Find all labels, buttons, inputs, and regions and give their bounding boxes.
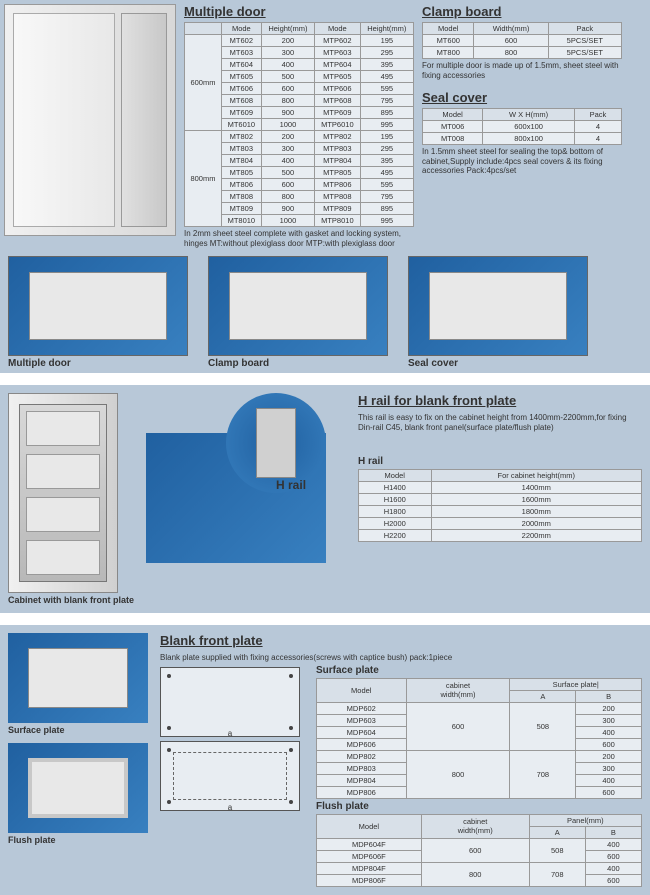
h-rail-desc: This rail is easy to fix on the cabinet … bbox=[358, 413, 642, 432]
multiple-door-table: ModeHeight(mm)ModeHeight(mm) 600mmMT6022… bbox=[184, 22, 414, 227]
multiple-door-title: Multiple door bbox=[184, 4, 414, 19]
cabinet-blank-caption: Cabinet with blank front plate bbox=[8, 595, 134, 605]
thumb-multiple-door bbox=[8, 256, 188, 356]
multiple-door-note: In 2mm sheet steel complete with gasket … bbox=[184, 229, 414, 248]
clamp-board-title: Clamp board bbox=[422, 4, 622, 19]
flush-plate-image bbox=[8, 743, 148, 833]
section-h-rail: Cabinet with blank front plate H rail H … bbox=[0, 385, 650, 613]
clamp-board-table: ModelWidth(mm)Pack MT6006005PCS/SETMT800… bbox=[422, 22, 622, 59]
seal-cover-title: Seal cover bbox=[422, 90, 622, 105]
h-rail-title: H rail for blank front plate bbox=[358, 393, 642, 408]
h-rail-table: ModelFor cabinet height(mm) H14001400mmH… bbox=[358, 469, 642, 542]
thumb-seal-cover bbox=[408, 256, 588, 356]
flush-plate-table: Modelcabinetwidth(mm)Panel(mm) AB MDP604… bbox=[316, 814, 642, 887]
h-rail-images: H rail bbox=[146, 393, 346, 605]
section-multiple-door: Multiple door ModeHeight(mm)ModeHeight(m… bbox=[0, 0, 650, 252]
blank-front-title: Blank front plate bbox=[160, 633, 642, 648]
seal-cover-note: In 1.5mm sheet steel for sealing the top… bbox=[422, 147, 622, 176]
thumbnail-row: Multiple door Clamp board Seal cover bbox=[0, 252, 650, 373]
flush-diagram: a bbox=[160, 741, 300, 811]
clamp-board-note: For multiple door is made up of 1.5mm, s… bbox=[422, 61, 622, 80]
cabinet-blank-image bbox=[8, 393, 118, 593]
surface-plate-table: Modelcabinetwidth(mm)Surface plate| AB M… bbox=[316, 678, 642, 799]
surface-diagram: a bbox=[160, 667, 300, 737]
thumb-clamp-board bbox=[208, 256, 388, 356]
cabinet-image bbox=[4, 4, 176, 236]
surface-plate-image bbox=[8, 633, 148, 723]
seal-cover-table: ModelW X H(mm)Pack MT006600x1004MT008800… bbox=[422, 108, 622, 145]
section-blank-front: Surface plate Flush plate Blank front pl… bbox=[0, 625, 650, 895]
